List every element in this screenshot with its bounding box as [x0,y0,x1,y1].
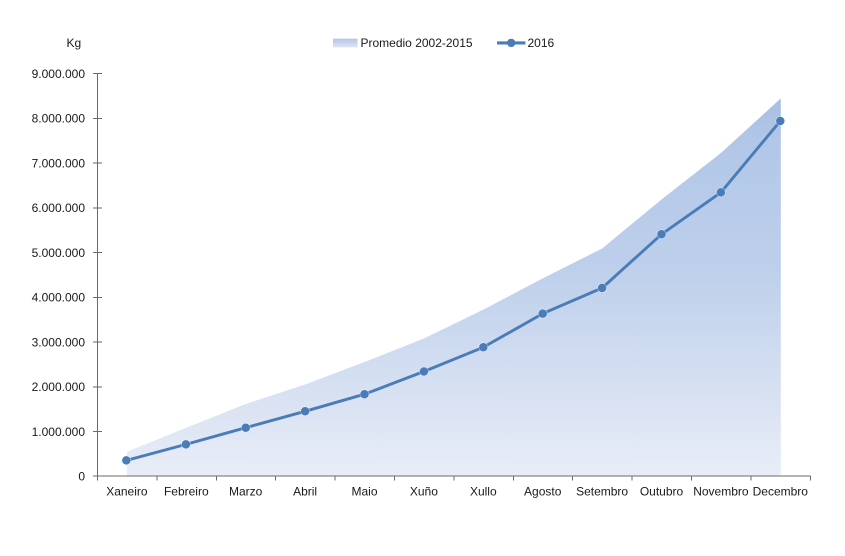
svg-text:Xuño: Xuño [410,485,438,499]
svg-text:Kg: Kg [67,36,82,50]
svg-text:8.000.000: 8.000.000 [32,112,86,126]
svg-text:Xaneiro: Xaneiro [106,485,148,499]
svg-text:1.000.000: 1.000.000 [32,425,86,439]
svg-text:Novembro: Novembro [693,485,749,499]
svg-text:Promedio 2002-2015: Promedio 2002-2015 [361,36,473,50]
svg-text:9.000.000: 9.000.000 [32,67,86,81]
svg-text:Outubro: Outubro [640,485,684,499]
svg-text:Marzo: Marzo [229,485,263,499]
svg-text:Agosto: Agosto [524,485,562,499]
svg-text:5.000.000: 5.000.000 [32,246,86,260]
svg-text:7.000.000: 7.000.000 [32,156,86,170]
svg-text:6.000.000: 6.000.000 [32,201,86,215]
svg-text:Abril: Abril [293,485,317,499]
svg-text:2.000.000: 2.000.000 [32,380,86,394]
svg-text:Febreiro: Febreiro [164,485,209,499]
svg-text:Maio: Maio [351,485,377,499]
svg-text:Setembro: Setembro [576,485,628,499]
svg-text:4.000.000: 4.000.000 [32,291,86,305]
svg-text:Decembro: Decembro [753,485,809,499]
svg-text:3.000.000: 3.000.000 [32,335,86,349]
svg-text:2016: 2016 [528,36,555,50]
svg-text:0: 0 [78,470,85,484]
svg-text:Xullo: Xullo [470,485,497,499]
